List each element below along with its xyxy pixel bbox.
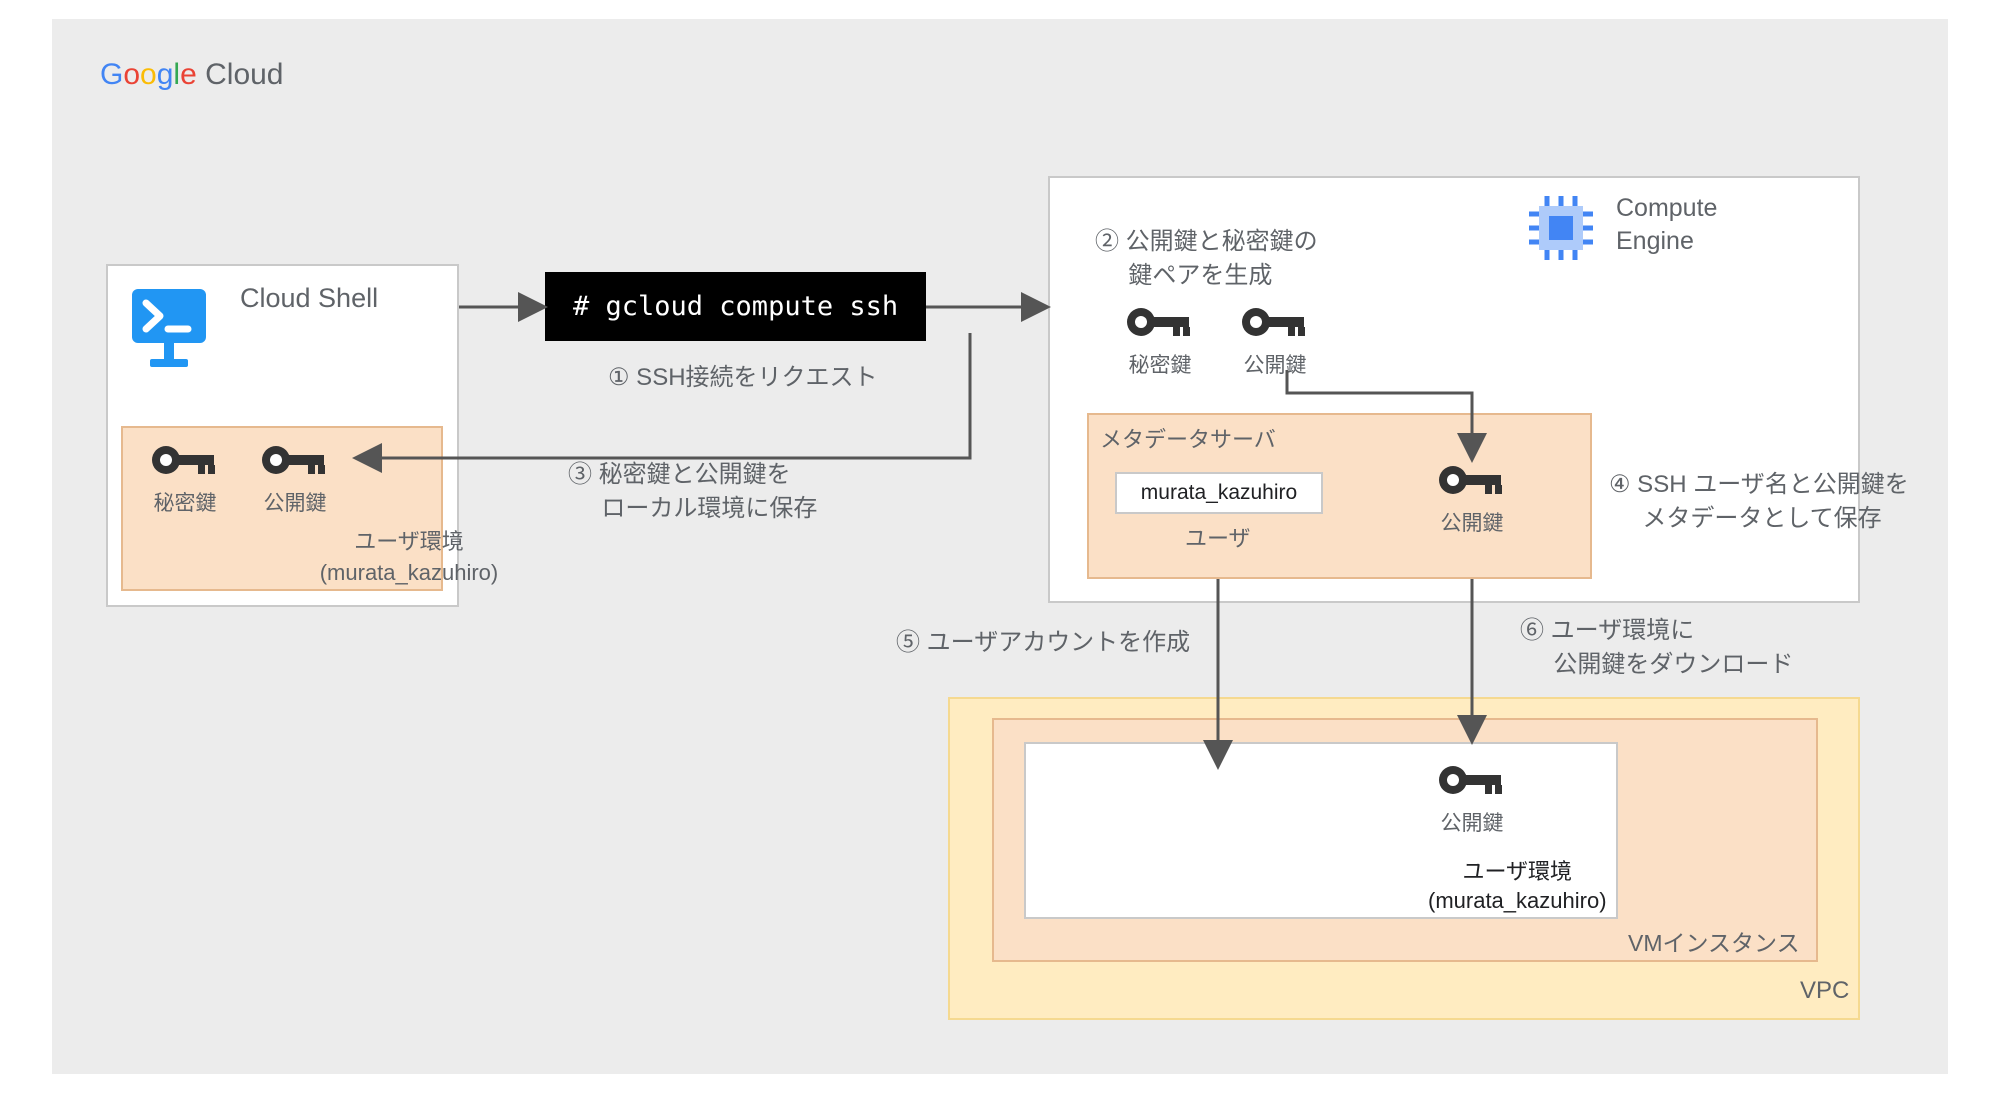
arrows-layer — [0, 0, 2000, 1093]
diagram-canvas: Google Cloud Cloud Shell ユーザ環境 (murata_k… — [0, 0, 2000, 1093]
